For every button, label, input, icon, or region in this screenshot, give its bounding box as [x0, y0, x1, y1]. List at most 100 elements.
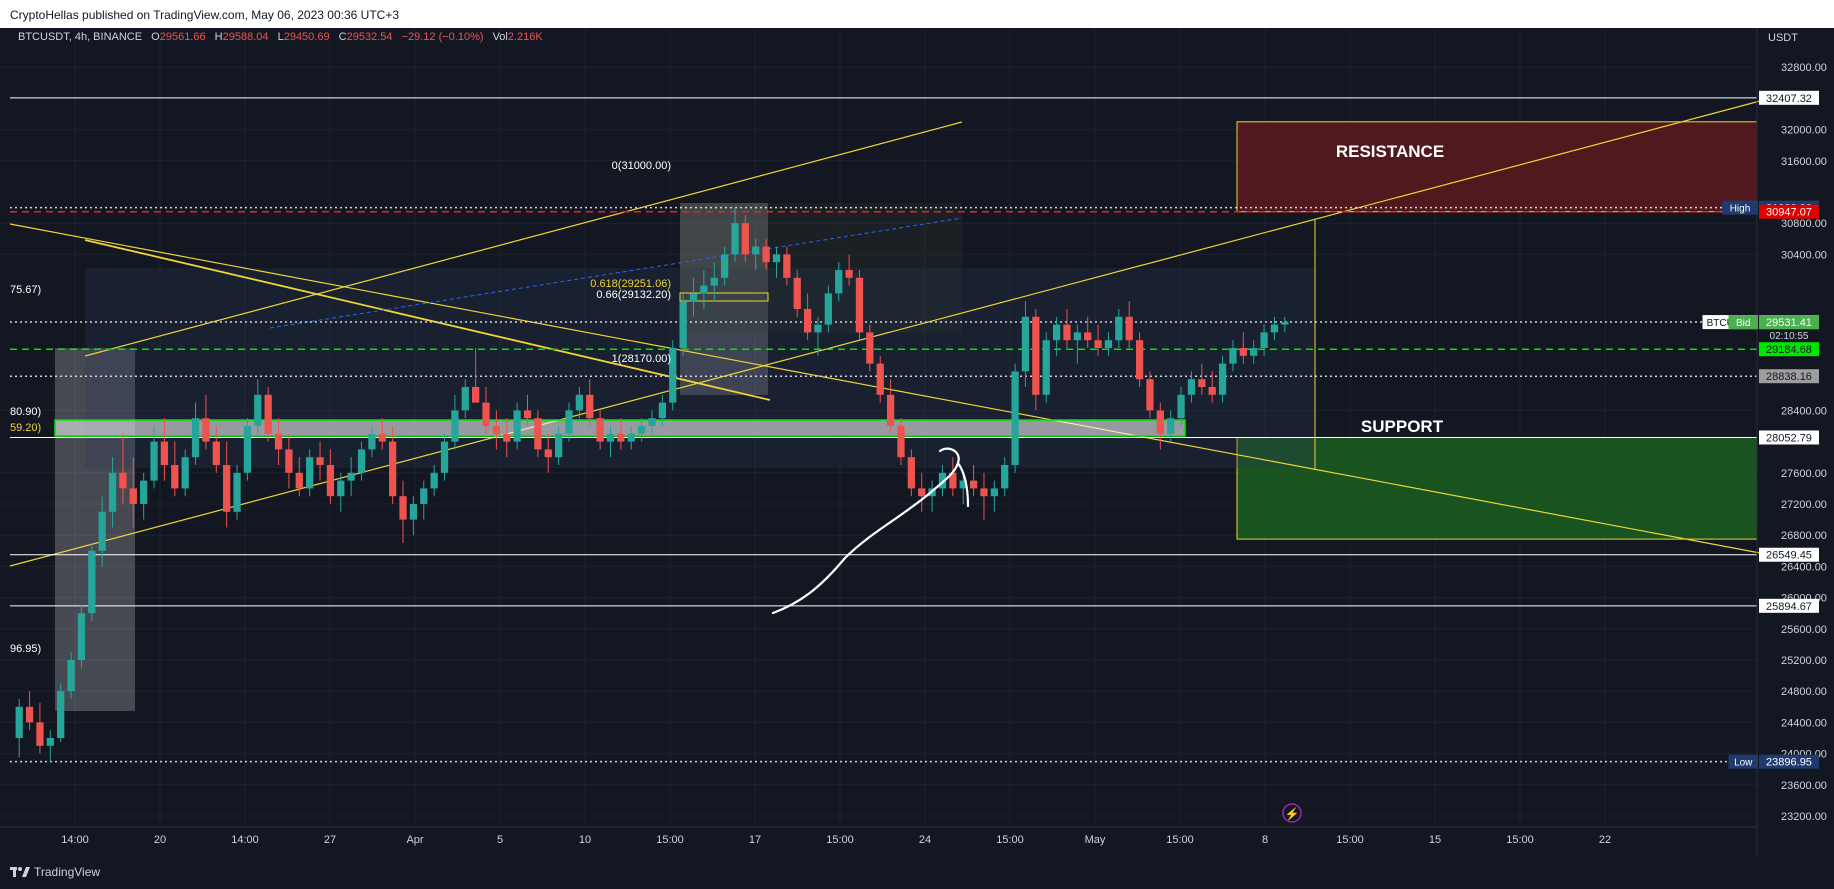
price-tick-label: 23200.00 [1781, 811, 1827, 823]
candle-body [523, 410, 532, 419]
candle-body [67, 660, 75, 692]
candle-body [689, 293, 698, 302]
price-badge-tag [1728, 315, 1758, 330]
candle-body [264, 394, 272, 434]
candle-body [700, 285, 708, 294]
candle-body [814, 324, 822, 333]
fib-label-0618: 0.618(29251.06) [590, 278, 671, 290]
candle-body [586, 394, 594, 419]
candle-body [710, 277, 718, 286]
candle-body [1146, 379, 1154, 411]
candle-body [129, 488, 137, 504]
price-tick-label: 27600.00 [1781, 468, 1827, 480]
candle-body [1260, 332, 1268, 348]
price-badge-tag [1728, 754, 1758, 769]
candle-body [503, 433, 511, 442]
price-axis[interactable]: USDT 32800.00 32000.00 31600.00 30800.00 304… [1702, 28, 1827, 855]
time-tick-label: Apr [406, 834, 423, 846]
candle-body [440, 441, 449, 473]
candle-body [1021, 316, 1030, 372]
candle-body [772, 254, 781, 263]
open-value: 29561.66 [160, 31, 206, 43]
candle-body [88, 550, 96, 614]
candle-body [77, 613, 86, 660]
price-tick-label: 30400.00 [1781, 249, 1827, 261]
price-badge [1759, 430, 1819, 445]
time-tick-label: May [1085, 834, 1106, 846]
candle-body [886, 394, 895, 426]
price-badge-label: High [1730, 204, 1751, 215]
candle-body [212, 441, 220, 465]
time-tick-label: 15 [1429, 834, 1441, 846]
candle-body [181, 457, 189, 489]
candle-body [731, 223, 739, 255]
tradingview-logo[interactable]: TradingView [10, 865, 100, 879]
chart-area[interactable]: RESISTANCE SUPPORT 0(31000.00) 0.618(292… [0, 28, 1834, 855]
candle-body [1198, 379, 1206, 387]
lightning-icon[interactable] [1282, 803, 1302, 823]
candle-body [409, 504, 418, 520]
candle-body [855, 277, 864, 333]
price-tick-label: 31600.00 [1781, 156, 1827, 168]
candle-body [1073, 332, 1081, 341]
price-tick-label: 26800.00 [1781, 530, 1827, 542]
zone-resistance [1236, 121, 1758, 213]
candle-body [824, 293, 832, 325]
low-value: 29450.69 [284, 31, 330, 43]
descending-trendline [9, 223, 1761, 554]
time-axis[interactable]: 14:00 20 14:00 27 Apr 5 10 15:00 17 15:00 24 15:00 M… [0, 826, 1757, 846]
candle-body [513, 410, 521, 442]
candle-body [1115, 316, 1123, 341]
fib-label-1: 1(28170.00) [612, 353, 671, 365]
candle-body [938, 472, 947, 489]
candle-body [555, 433, 563, 458]
channel-midline [269, 217, 963, 329]
zones [1236, 121, 1758, 540]
candle-body [720, 254, 729, 278]
candle-body [399, 496, 407, 520]
tradingview-brand: TradingView [34, 865, 101, 879]
candle-body [36, 722, 44, 746]
candle-body [876, 363, 884, 395]
price-badge [1759, 315, 1819, 330]
candle-body [1052, 324, 1061, 341]
candle-body [1094, 340, 1102, 348]
price-tick-label: 28400.00 [1781, 405, 1827, 417]
price-badge-value: 26549.45 [1766, 550, 1812, 562]
price-badge [1759, 90, 1819, 105]
price-tick-label: 23600.00 [1781, 780, 1827, 792]
candle-body [918, 488, 926, 497]
candle-body [57, 691, 65, 738]
left-cut-label-3: 59.20) [10, 422, 41, 434]
candle-body [949, 472, 957, 489]
candle-body [783, 254, 791, 278]
candle-body [658, 402, 667, 419]
resistance-label: RESISTANCE [1336, 142, 1444, 161]
time-tick-label: 24 [919, 834, 931, 846]
candle-body [295, 472, 303, 489]
price-tick-label: 25200.00 [1781, 655, 1827, 667]
price-tick-label: 25600.00 [1781, 624, 1827, 636]
candle-body [171, 465, 179, 489]
candle-body [845, 270, 853, 278]
time-tick-label: 15:00 [826, 834, 854, 846]
price-badge-label: Bid [1736, 318, 1750, 329]
candlestick-chart[interactable]: RESISTANCE SUPPORT 0(31000.00) 0.618(292… [0, 28, 1834, 855]
candle-body [617, 433, 625, 442]
price-tick-label: 27200.00 [1781, 499, 1827, 511]
candle-body [482, 402, 490, 426]
symbol-name: BTCUSDT, 4h, BINANCE [18, 31, 142, 43]
candle-body [648, 418, 656, 426]
candle-body [98, 511, 106, 551]
candle-body [326, 465, 335, 497]
lightning-glyph: ⚡ [1285, 807, 1300, 821]
candle-body [637, 426, 646, 434]
candle-body [274, 433, 283, 450]
candle-body [223, 465, 231, 512]
time-tick-label: 22 [1599, 834, 1611, 846]
candle-body [1011, 371, 1019, 465]
candle-body [233, 472, 241, 512]
price-tick-label: 24400.00 [1781, 717, 1827, 729]
time-tick-label: 14:00 [231, 834, 259, 846]
price-badge-value: 29184.68 [1766, 344, 1812, 356]
